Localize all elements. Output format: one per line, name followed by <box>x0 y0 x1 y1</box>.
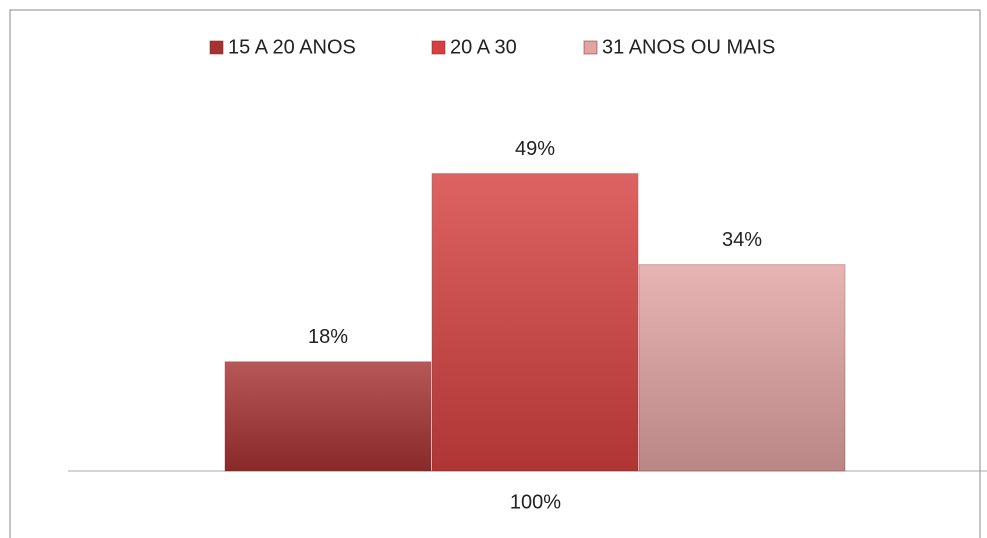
legend-label: 15 A 20 ANOS <box>228 36 356 58</box>
value-label: 18% <box>308 326 348 348</box>
legend-label: 31 ANOS OU MAIS <box>602 36 775 58</box>
legend-swatch <box>209 40 224 55</box>
legend-swatch <box>431 40 446 55</box>
value-label: 49% <box>515 138 555 160</box>
bar-shade <box>225 361 431 471</box>
legend-swatch <box>583 40 598 55</box>
x-tick-label: 100% <box>510 491 561 513</box>
legend-label: 20 A 30 <box>450 36 517 58</box>
bar-shade <box>432 173 638 471</box>
bar-shade <box>639 264 845 471</box>
value-label: 34% <box>722 229 762 251</box>
chart-frame <box>9 9 981 538</box>
